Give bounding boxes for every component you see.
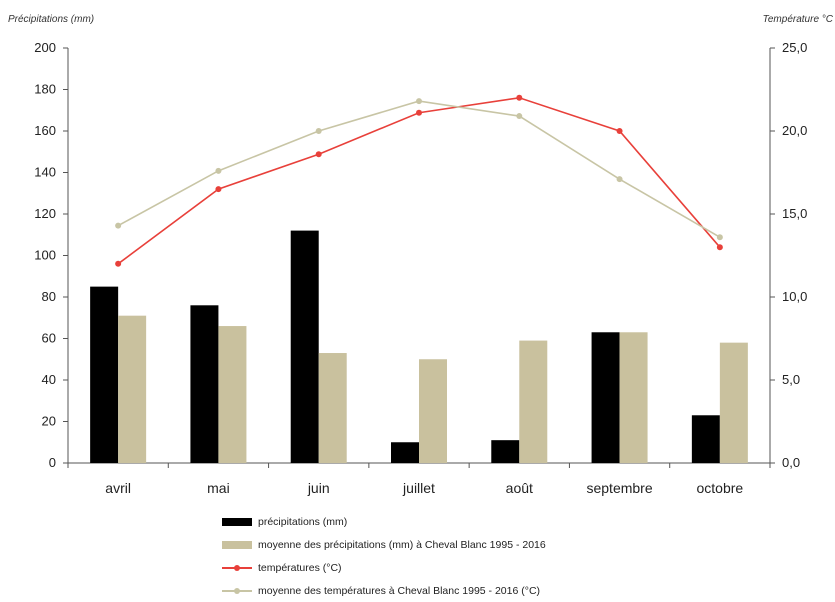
point-temp	[516, 94, 523, 101]
legend-swatch-avg-temp	[222, 587, 252, 594]
point-temp	[616, 128, 623, 134]
bar-avg-precip	[118, 315, 147, 463]
y-tick-label-right: 0,0	[782, 455, 800, 470]
x-tick-label: juillet	[402, 480, 435, 496]
x-tick-label: juin	[307, 480, 330, 496]
legend-item-avg-precip: moyenne des précipitations (mm) à Cheval…	[222, 533, 546, 556]
y-tick-label-left: 20	[42, 414, 56, 429]
bar-precip	[90, 286, 119, 463]
legend: précipitations (mm) moyenne des précipit…	[222, 510, 546, 602]
bar-avg-precip	[619, 332, 648, 463]
y-tick-label-left: 200	[34, 40, 56, 55]
legend-swatch-avg-precip	[222, 540, 252, 549]
point-avg-temp	[716, 234, 723, 241]
legend-label-precip: précipitations (mm)	[258, 515, 348, 528]
point-temp	[215, 186, 222, 193]
point-avg-temp	[315, 128, 322, 134]
x-tick-label: avril	[105, 480, 131, 496]
y-tick-label-left: 40	[42, 372, 56, 387]
bar-avg-precip	[419, 359, 447, 463]
y-axis-title-left: Précipitations (mm)	[8, 14, 95, 25]
line-avg-temp	[117, 100, 721, 238]
y-tick-label-left: 120	[34, 206, 56, 221]
bar-precip	[691, 415, 720, 463]
y-tick-label-right: 20,0	[782, 123, 807, 138]
bar-avg-precip	[318, 353, 347, 463]
bar-precip	[391, 442, 419, 463]
y-tick-label-right: 25,0	[782, 40, 807, 55]
point-temp	[115, 260, 122, 267]
bar-precip	[190, 305, 219, 463]
y-tick-label-right: 10,0	[782, 289, 807, 304]
y-tick-label-left: 140	[34, 165, 56, 180]
bar-precip	[290, 230, 319, 463]
legend-swatch-precip	[222, 517, 252, 526]
legend-swatch-temp	[222, 564, 252, 571]
y-tick-label-left: 0	[49, 455, 56, 470]
y-tick-label-left: 60	[42, 331, 56, 346]
y-axis-title-right: Température °C	[762, 14, 833, 25]
legend-label-temp: températures (°C)	[258, 561, 342, 574]
x-tick-label: mai	[207, 480, 230, 496]
point-avg-temp	[616, 176, 623, 183]
y-tick-label-right: 15,0	[782, 206, 807, 221]
point-avg-temp	[416, 98, 422, 105]
point-avg-temp	[115, 222, 122, 229]
bar-avg-precip	[519, 340, 548, 463]
x-tick-label: septembre	[586, 480, 652, 496]
y-tick-label-right: 5,0	[782, 372, 800, 387]
point-temp	[315, 151, 322, 158]
bar-precip	[491, 440, 520, 463]
x-tick-label: octobre	[697, 480, 744, 496]
legend-item-temp: températures (°C)	[222, 556, 546, 579]
y-tick-label-left: 160	[34, 123, 56, 138]
legend-label-avg-temp: moyenne des températures à Cheval Blanc …	[258, 584, 541, 597]
x-tick-label: août	[506, 480, 533, 496]
point-avg-temp	[516, 113, 523, 120]
point-temp	[416, 109, 422, 116]
bar-avg-precip	[719, 342, 748, 463]
bar-precip	[591, 332, 620, 463]
legend-item-precip: précipitations (mm)	[222, 510, 546, 533]
legend-label-avg-precip: moyenne des précipitations (mm) à Cheval…	[258, 538, 546, 551]
y-tick-label-left: 80	[42, 289, 56, 304]
point-avg-temp	[215, 167, 222, 174]
legend-item-avg-temp: moyenne des températures à Cheval Blanc …	[222, 579, 546, 602]
line-temp	[117, 96, 721, 265]
y-tick-label-left: 180	[34, 82, 56, 97]
bar-avg-precip	[218, 326, 247, 463]
point-temp	[716, 244, 723, 251]
plot-area: 0 20 40 60 80 100 120 140 160 180 200 0,0 5,0 10,0 15,…	[34, 40, 807, 496]
y-tick-label-left: 100	[34, 248, 56, 263]
